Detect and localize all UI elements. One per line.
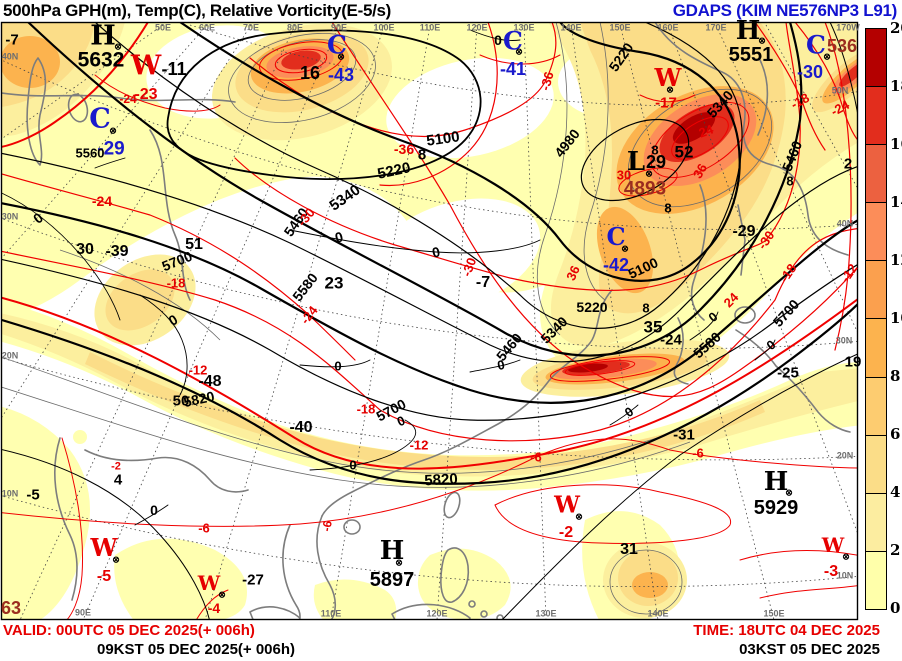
colorbar-tick: 14	[890, 193, 902, 211]
colorbar-segment	[866, 435, 886, 494]
vorticity-contours	[1, 22, 773, 615]
colorbar-segment	[866, 203, 886, 262]
height-contours	[1, 22, 858, 620]
colorbar-tick: 10	[890, 309, 902, 327]
valid-time-utc: VALID: 00UTC 05 DEC 2025(+ 006h)	[3, 622, 255, 639]
colorbar-tick: 6	[890, 425, 901, 443]
colorbar-tick: 2	[890, 541, 901, 559]
coastlines	[1, 22, 851, 620]
map-border	[0, 21, 859, 621]
temperature-contours	[1, 22, 858, 620]
colorbar-tick: 16	[890, 135, 902, 153]
valid-time-kst: 09KST 05 DEC 2025(+ 006h)	[97, 641, 296, 658]
colorbar-tick: 18	[890, 77, 902, 95]
colorbar-segment	[866, 493, 886, 552]
run-time-utc: TIME: 18UTC 04 DEC 2025	[693, 622, 880, 639]
title-bar: 500hPa GPH(m), Temp(C), Relative Vortici…	[0, 0, 902, 21]
colorbar-segment	[866, 377, 886, 436]
colorbar-tick: 20	[890, 19, 902, 37]
colorbar-segments	[865, 28, 887, 610]
colorbar-tick: 12	[890, 251, 902, 269]
run-time-kst: 03KST 05 DEC 2025	[739, 641, 880, 658]
colorbar-tick: 0	[890, 599, 901, 617]
chart-title: 500hPa GPH(m), Temp(C), Relative Vortici…	[3, 1, 392, 20]
colorbar-segment	[866, 551, 886, 609]
colorbar-tick: 8	[890, 367, 901, 385]
colorbar-tick: 4	[890, 483, 901, 501]
model-title: GDAPS (KIM NE576NP3 L91)	[672, 1, 898, 20]
colorbar-segment	[866, 319, 886, 378]
colorbar-segment	[866, 87, 886, 146]
colorbar-segment	[866, 145, 886, 204]
colorbar-segment	[866, 261, 886, 320]
colorbar-segment	[866, 29, 886, 88]
